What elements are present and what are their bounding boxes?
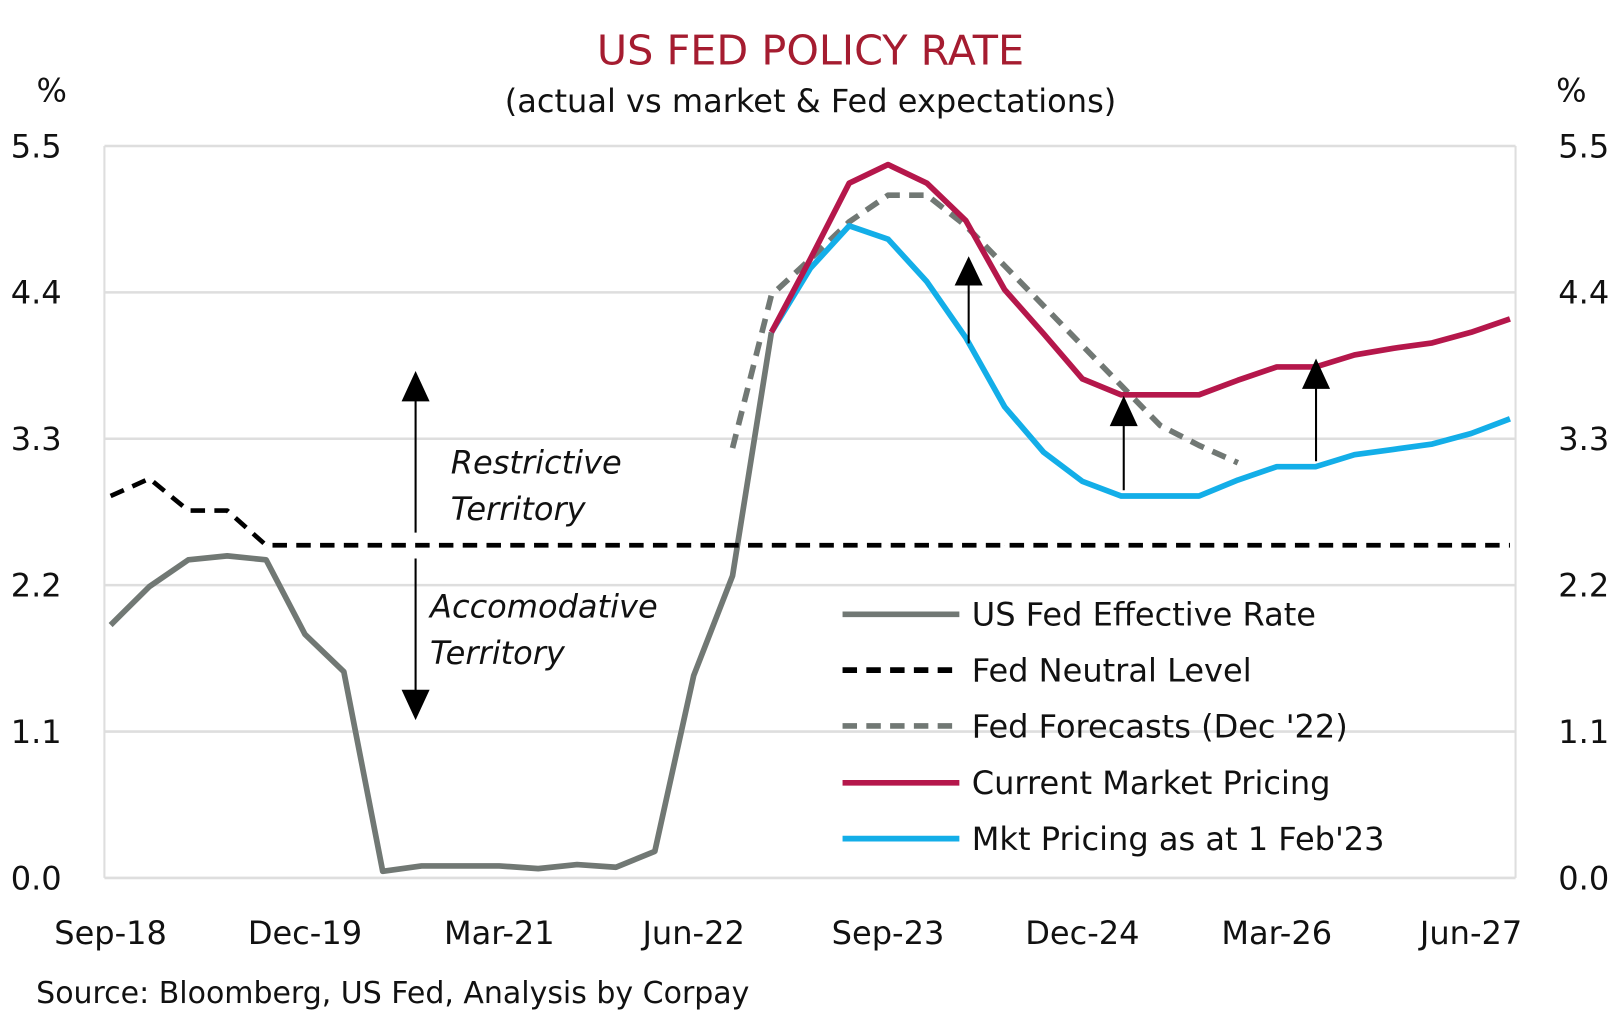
series-line-fed-neutral-level (109, 476, 1510, 548)
x-tick-label: Sep-18 (54, 914, 167, 952)
legend-label: Current Market Pricing (972, 764, 1331, 802)
x-tick-label: Jun-27 (1418, 914, 1522, 952)
chart-subtitle: (actual vs market & Fed expectations) (505, 82, 1117, 120)
y-tick-label-left: 4.4 (11, 274, 62, 312)
accomodative-arrowhead (401, 689, 430, 721)
series-line-fed-forecasts-dec-22 (729, 192, 1240, 466)
y-tick-label-left: 3.3 (11, 420, 62, 458)
chart-title: US FED POLICY RATE (597, 26, 1024, 74)
legend: US Fed Effective Rate Fed Neutral Level Fe… (842, 596, 1385, 858)
y-tick-label-right: 3.3 (1558, 420, 1609, 458)
accomodative-label-1: Accomodative (428, 587, 658, 625)
repricing-arrowhead-2 (1109, 395, 1138, 427)
x-tick-label: Jun-22 (640, 914, 744, 952)
x-ticks: Sep-18 Dec-19 Mar-21 Jun-22 Sep-23 Dec-24 Mar-… (54, 914, 1522, 952)
repricing-arrowhead-1 (954, 256, 983, 286)
y-tick-label-left: 1.1 (11, 713, 62, 751)
gridlines (103, 144, 1517, 880)
y-tick-label-left: 2.2 (11, 567, 62, 605)
x-tick-label: Dec-24 (1025, 914, 1139, 952)
y-tick-label-left: 0.0 (11, 859, 62, 897)
restrictive-arrowhead (401, 370, 430, 402)
y-axis-label-left: % (36, 72, 66, 110)
repricing-arrowhead-3 (1302, 358, 1331, 389)
x-tick-label: Sep-23 (832, 914, 945, 952)
series-line-current-market-pricing (768, 161, 1511, 398)
y-axis-label-right: % (1556, 72, 1586, 110)
territory-arrows (401, 256, 1331, 721)
y-tick-label-right: 1.1 (1558, 713, 1609, 751)
y-tick-label-right: 0.0 (1558, 859, 1609, 897)
y-tick-label-left: 5.5 (11, 127, 62, 165)
y-tick-label-right: 4.4 (1558, 274, 1609, 312)
source-note: Source: Bloomberg, US Fed, Analysis by C… (36, 976, 749, 1011)
x-tick-label: Mar-26 (1221, 914, 1332, 952)
accomodative-label-2: Territory (430, 634, 566, 672)
x-tick-label: Dec-19 (248, 914, 362, 952)
legend-label: Fed Neutral Level (972, 651, 1252, 689)
series-line-us-fed-effective-rate (108, 331, 775, 875)
legend-label: Mkt Pricing as at 1 Feb'23 (972, 820, 1385, 858)
series-lines (108, 161, 1511, 875)
y-tick-label-right: 2.2 (1558, 567, 1609, 605)
legend-label: Fed Forecasts (Dec '22) (972, 707, 1348, 745)
legend-label: US Fed Effective Rate (972, 596, 1316, 634)
series-line-mkt-pricing-as-at-1-feb-23 (768, 222, 1511, 499)
y-tick-label-right: 5.5 (1558, 127, 1609, 165)
restrictive-label-2: Territory (451, 490, 587, 528)
y-ticks: 0.0 0.0 1.1 1.1 2.2 2.2 3.3 3.3 4.4 4.4 5.5 5.5 (11, 127, 1610, 897)
restrictive-label-1: Restrictive (451, 444, 622, 482)
x-tick-label: Mar-21 (444, 914, 555, 952)
